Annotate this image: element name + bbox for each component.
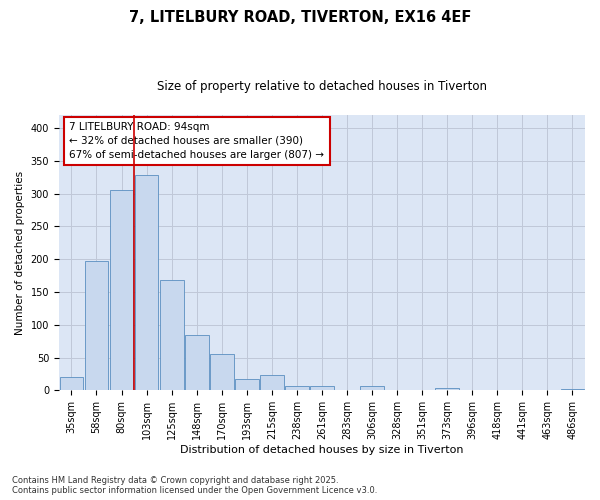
X-axis label: Distribution of detached houses by size in Tiverton: Distribution of detached houses by size … <box>180 445 464 455</box>
Bar <box>360 386 384 390</box>
Bar <box>134 176 158 390</box>
Bar <box>436 388 459 390</box>
Bar <box>85 261 109 390</box>
Text: Contains HM Land Registry data © Crown copyright and database right 2025.
Contai: Contains HM Land Registry data © Crown c… <box>12 476 377 495</box>
Bar <box>310 386 334 390</box>
Bar <box>59 377 83 390</box>
Bar <box>185 336 209 390</box>
Bar <box>235 378 259 390</box>
Text: 7, LITELBURY ROAD, TIVERTON, EX16 4EF: 7, LITELBURY ROAD, TIVERTON, EX16 4EF <box>129 10 471 25</box>
Title: Size of property relative to detached houses in Tiverton: Size of property relative to detached ho… <box>157 80 487 93</box>
Bar <box>285 386 309 390</box>
Bar <box>260 376 284 390</box>
Y-axis label: Number of detached properties: Number of detached properties <box>15 170 25 334</box>
Bar <box>160 280 184 390</box>
Bar <box>210 354 233 391</box>
Bar <box>110 190 133 390</box>
Text: 7 LITELBURY ROAD: 94sqm
← 32% of detached houses are smaller (390)
67% of semi-d: 7 LITELBURY ROAD: 94sqm ← 32% of detache… <box>70 122 325 160</box>
Bar <box>560 389 584 390</box>
